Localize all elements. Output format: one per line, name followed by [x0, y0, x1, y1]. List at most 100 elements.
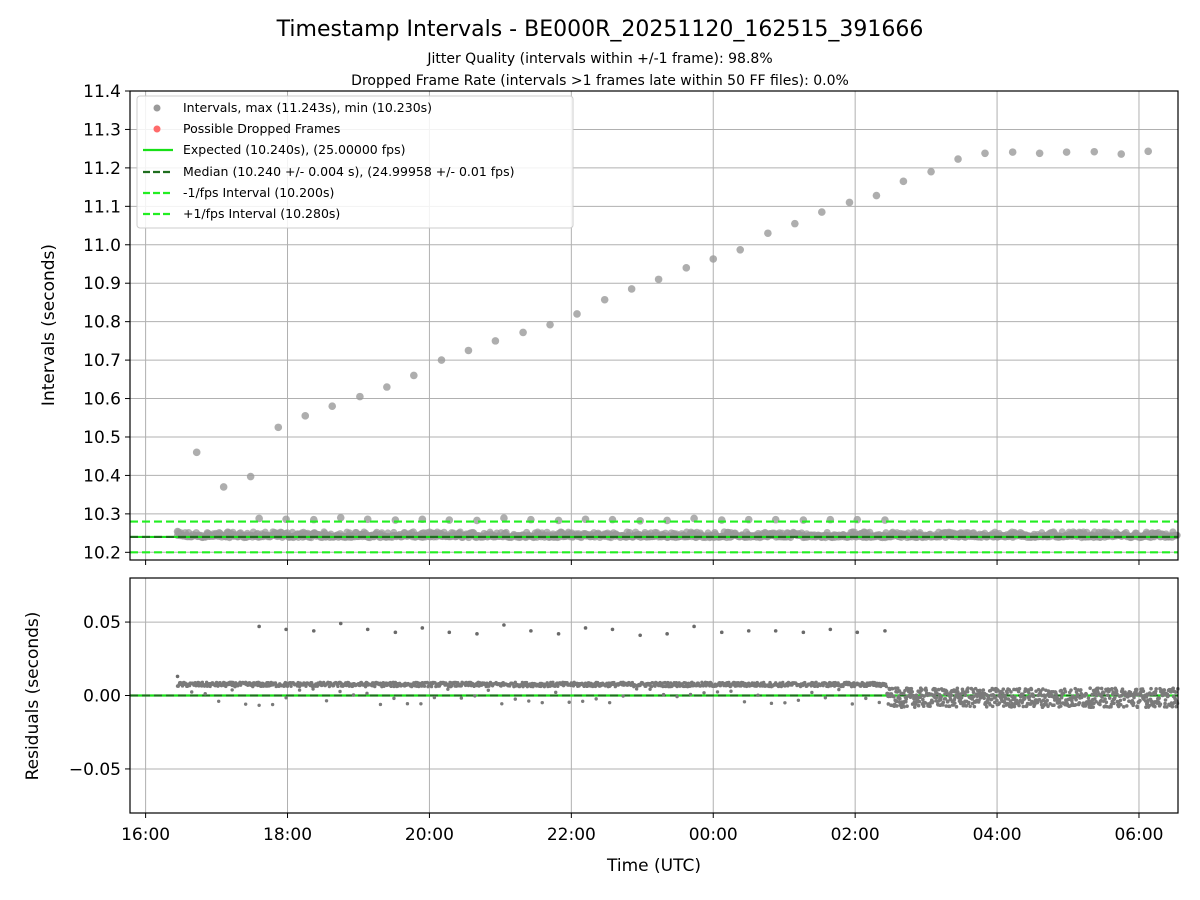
residual-point	[1098, 702, 1102, 707]
residual-point-high	[855, 630, 860, 635]
interval-point-late	[717, 516, 726, 524]
bottom-y-tick-label: 0.00	[83, 687, 121, 707]
residual-point	[551, 680, 555, 685]
residual-point	[419, 702, 423, 706]
residual-point	[1111, 690, 1115, 694]
top-panel-frame	[129, 90, 1179, 561]
residual-point	[941, 700, 946, 705]
interval-point-outlier	[464, 346, 473, 355]
residual-point	[338, 689, 342, 694]
interval-point-outlier	[491, 337, 500, 345]
interval-point-late	[391, 516, 400, 524]
residual-point	[540, 700, 544, 705]
residual-point	[1118, 698, 1123, 703]
interval-point-late	[473, 516, 481, 525]
top-y-tick-label: 11.2	[83, 159, 121, 179]
residual-point	[810, 690, 814, 695]
residual-point	[675, 694, 679, 699]
residual-point	[756, 693, 760, 697]
residual-point-high	[883, 629, 887, 633]
residual-point	[995, 698, 999, 703]
residual-point	[1054, 692, 1058, 696]
residual-point	[1132, 695, 1136, 700]
interval-point-outlier	[356, 392, 364, 401]
top-y-tick-label: 10.7	[83, 351, 121, 371]
residual-point-high	[773, 629, 778, 633]
residual-point-high	[828, 627, 833, 632]
residual-point	[968, 704, 972, 709]
residual-point	[890, 686, 895, 691]
residual-point-high	[692, 624, 696, 629]
residual-point	[203, 692, 207, 696]
residual-point	[373, 684, 377, 689]
bottom-panel-axes: 16:00 18:00 20:00 22:00 00:00 02:00 04:00 06:00…	[69, 613, 1164, 845]
residual-point	[904, 699, 908, 704]
residual-point	[809, 684, 813, 688]
top-y-tick-label: 10.9	[83, 274, 121, 294]
interval-point-outlier	[192, 448, 201, 457]
residual-point	[1138, 698, 1142, 703]
residual-point	[916, 703, 921, 708]
residual-point	[877, 700, 881, 705]
residual-point	[1121, 705, 1126, 709]
residual-point	[902, 704, 906, 709]
residual-point-high	[284, 627, 288, 632]
residual-point	[1103, 697, 1107, 701]
residual-point	[742, 700, 747, 704]
x-tick-label: 06:00	[1114, 825, 1163, 845]
residual-point	[284, 696, 288, 700]
residual-point	[864, 696, 868, 701]
residual-point	[1029, 687, 1034, 692]
residual-point	[392, 696, 396, 701]
residual-point	[715, 690, 720, 694]
interval-point-outlier	[301, 412, 310, 420]
residual-point	[1021, 704, 1026, 709]
residual-point-high	[583, 626, 588, 630]
bottom-y-tick-label: 0.05	[83, 613, 121, 633]
residual-point	[1043, 695, 1047, 700]
residual-point	[1008, 699, 1013, 703]
residual-point	[981, 688, 986, 692]
residual-point	[527, 699, 531, 703]
interval-point-outlier	[274, 423, 283, 432]
residual-point	[1134, 687, 1139, 692]
interval-point-outlier	[1090, 147, 1099, 156]
residual-point	[1093, 697, 1097, 701]
residual-point	[1090, 692, 1095, 697]
legend-label-expected: Expected (10.240s), (25.00000 fps)	[183, 142, 405, 157]
residual-point	[993, 695, 998, 700]
residual-point	[365, 691, 369, 696]
residual-point	[914, 693, 919, 697]
residual-point	[910, 690, 915, 694]
interval-point-outlier	[736, 245, 745, 254]
residual-point	[702, 691, 706, 695]
residual-point	[432, 695, 437, 700]
legend-label-minus-fps: -1/fps Interval (10.200s)	[183, 185, 334, 200]
residual-point	[1135, 705, 1140, 709]
residual-point	[1164, 705, 1169, 709]
interval-point-outlier	[600, 295, 609, 304]
interval-point-outlier	[927, 167, 935, 176]
x-tick-label: 18:00	[263, 825, 312, 845]
residual-point	[1001, 687, 1006, 691]
residual-point	[1045, 698, 1049, 703]
residual-point	[921, 704, 926, 709]
residual-point	[216, 699, 221, 703]
interval-point-outlier	[1035, 149, 1044, 158]
top-panel-grid	[130, 90, 1178, 560]
interval-point-outlier	[791, 219, 799, 228]
residual-point	[554, 690, 558, 695]
residual-point	[649, 684, 654, 689]
residual-point	[1163, 698, 1168, 702]
residual-point	[1009, 690, 1013, 694]
residual-point	[1027, 697, 1032, 702]
top-panel-axes: 10.2 10.3 10.4 10.5 10.6 10.7 10.8 10.9 11.0 11.1…	[83, 82, 1140, 565]
residual-point	[1144, 695, 1149, 699]
legend-marker-dropped	[153, 125, 161, 133]
residual-point	[1114, 689, 1119, 693]
residual-point	[1063, 689, 1068, 694]
top-panel-data	[130, 147, 1181, 554]
residual-point	[934, 695, 939, 700]
residual-point-high	[475, 632, 479, 636]
residual-point	[422, 684, 427, 688]
